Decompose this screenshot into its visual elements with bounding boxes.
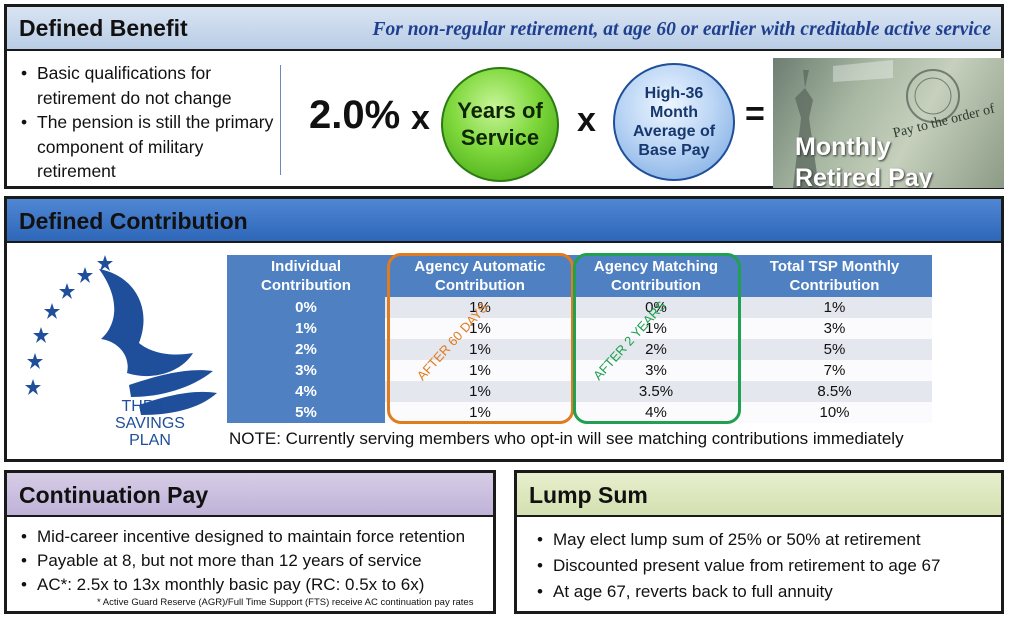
column-header: Agency Automatic Contribution bbox=[385, 255, 575, 297]
defined-contribution-title: Defined Contribution bbox=[19, 208, 248, 234]
table-cell: 1% bbox=[227, 318, 385, 339]
list-item: Discounted present value from retirement… bbox=[533, 553, 995, 579]
defined-benefit-title: Defined Benefit bbox=[19, 15, 188, 41]
defined-contribution-header: Defined Contribution bbox=[7, 199, 1001, 243]
table-cell: 5% bbox=[227, 402, 385, 423]
list-item: At age 67, reverts back to full annuity bbox=[533, 579, 995, 605]
table-cell: 1% bbox=[385, 360, 575, 381]
list-item: AC*: 2.5x to 13x monthly basic pay (RC: … bbox=[17, 573, 492, 597]
tsp-contribution-table: Individual Contribution Agency Automatic… bbox=[227, 255, 932, 423]
table-cell: 3% bbox=[227, 360, 385, 381]
logo-word: THRIFT bbox=[121, 398, 179, 415]
hi36-line: High-36 bbox=[644, 84, 704, 102]
defined-benefit-panel: Defined Benefit For non-regular retireme… bbox=[4, 4, 1004, 189]
table-cell: 10% bbox=[737, 402, 932, 423]
logo-word: PLAN bbox=[129, 432, 171, 449]
statue-of-liberty-icon bbox=[793, 60, 960, 188]
result-line: Retired Pay bbox=[795, 164, 933, 188]
table-cell: 0% bbox=[575, 297, 737, 318]
table-cell: 0% bbox=[227, 297, 385, 318]
table-cell: 1% bbox=[385, 339, 575, 360]
table-cell: 1% bbox=[737, 297, 932, 318]
lump-sum-header: Lump Sum bbox=[517, 473, 1001, 517]
divider bbox=[280, 65, 281, 175]
table-cell: 3% bbox=[737, 318, 932, 339]
column-header: Total TSP Monthly Contribution bbox=[737, 255, 932, 297]
years-line: Years of bbox=[457, 98, 543, 124]
column-header: Agency Matching Contribution bbox=[575, 255, 737, 297]
table-cell: 7% bbox=[737, 360, 932, 381]
continuation-pay-footnote: * Active Guard Reserve (AGR)/Full Time S… bbox=[97, 597, 474, 608]
eagle-stars-icon bbox=[25, 255, 217, 415]
table-cell: 2% bbox=[227, 339, 385, 360]
continuation-pay-panel: Continuation Pay Mid-career incentive de… bbox=[4, 470, 496, 614]
hi36-line: Average of bbox=[632, 123, 716, 140]
table-header-row: Individual Contribution Agency Automatic… bbox=[227, 255, 932, 297]
multiply-sign: x bbox=[577, 101, 596, 139]
equals-sign: = bbox=[745, 95, 765, 133]
formula-percent: 2.0% bbox=[309, 93, 401, 137]
table-cell: 4% bbox=[227, 381, 385, 402]
agency-automatic-outline bbox=[387, 253, 574, 424]
defined-benefit-header: Defined Benefit For non-regular retireme… bbox=[7, 7, 1001, 51]
years-of-service-circle: Years of Service bbox=[441, 67, 559, 182]
list-item: The pension is still the primary compone… bbox=[17, 110, 279, 184]
table-cell: 1% bbox=[385, 402, 575, 423]
table-cell: 8.5% bbox=[737, 381, 932, 402]
multiply-sign: x bbox=[411, 99, 430, 137]
list-item: Payable at 8, but not more than 12 years… bbox=[17, 549, 492, 573]
tsp-logo-text: THRIFT SAVINGS PLAN bbox=[115, 398, 185, 449]
lump-sum-title: Lump Sum bbox=[529, 482, 648, 508]
continuation-pay-bullets: Mid-career incentive designed to maintai… bbox=[17, 525, 492, 597]
table-cell: 4% bbox=[575, 402, 737, 423]
logo-word: SAVINGS bbox=[115, 415, 185, 432]
lump-sum-panel: Lump Sum May elect lump sum of 25% or 50… bbox=[514, 470, 1004, 614]
monthly-retired-pay-label: Monthly Retired Pay bbox=[795, 132, 933, 188]
table-cell: 1% bbox=[575, 318, 737, 339]
defined-benefit-subtitle: For non-regular retirement, at age 60 or… bbox=[372, 19, 991, 40]
table-cell: 1% bbox=[385, 297, 575, 318]
table-row: 2% 1% 2% 5% bbox=[227, 339, 932, 360]
list-item: Mid-career incentive designed to maintai… bbox=[17, 525, 492, 549]
continuation-pay-title: Continuation Pay bbox=[19, 482, 209, 508]
table-cell: 5% bbox=[737, 339, 932, 360]
continuation-pay-header: Continuation Pay bbox=[7, 473, 493, 517]
result-line: Monthly bbox=[795, 133, 891, 161]
table-row: 3% 1% 3% 7% bbox=[227, 360, 932, 381]
table-row: 1% 1% 1% 3% bbox=[227, 318, 932, 339]
table-cell: 2% bbox=[575, 339, 737, 360]
table-cell: 3.5% bbox=[575, 381, 737, 402]
defined-contribution-panel: Defined Contribution THRIFT SAVINGS PLAN… bbox=[4, 196, 1004, 462]
table-cell: 1% bbox=[385, 318, 575, 339]
hi36-line: Base Pay bbox=[638, 142, 710, 160]
service-line: Service bbox=[460, 124, 540, 150]
hi36-line: Month bbox=[650, 103, 698, 121]
table-row: 5% 1% 4% 10% bbox=[227, 402, 932, 423]
table-cell: 1% bbox=[385, 381, 575, 402]
agency-matching-outline bbox=[573, 253, 741, 424]
lump-sum-bullets: May elect lump sum of 25% or 50% at reti… bbox=[533, 527, 995, 605]
table-cell: 3% bbox=[575, 360, 737, 381]
column-header: Individual Contribution bbox=[227, 255, 385, 297]
matching-note: NOTE: Currently serving members who opt-… bbox=[229, 429, 904, 448]
list-item: Basic qualifications for retirement do n… bbox=[17, 61, 279, 110]
table-row: 0% 1% 0% 1% bbox=[227, 297, 932, 318]
high-36-circle: High-36 Month Average of Base Pay bbox=[613, 63, 735, 181]
table-row: 4% 1% 3.5% 8.5% bbox=[227, 381, 932, 402]
list-item: May elect lump sum of 25% or 50% at reti… bbox=[533, 527, 995, 553]
defined-benefit-bullets: Basic qualifications for retirement do n… bbox=[17, 61, 279, 184]
check-image: Pay to the order of Monthly Retired Pay bbox=[773, 58, 1004, 188]
